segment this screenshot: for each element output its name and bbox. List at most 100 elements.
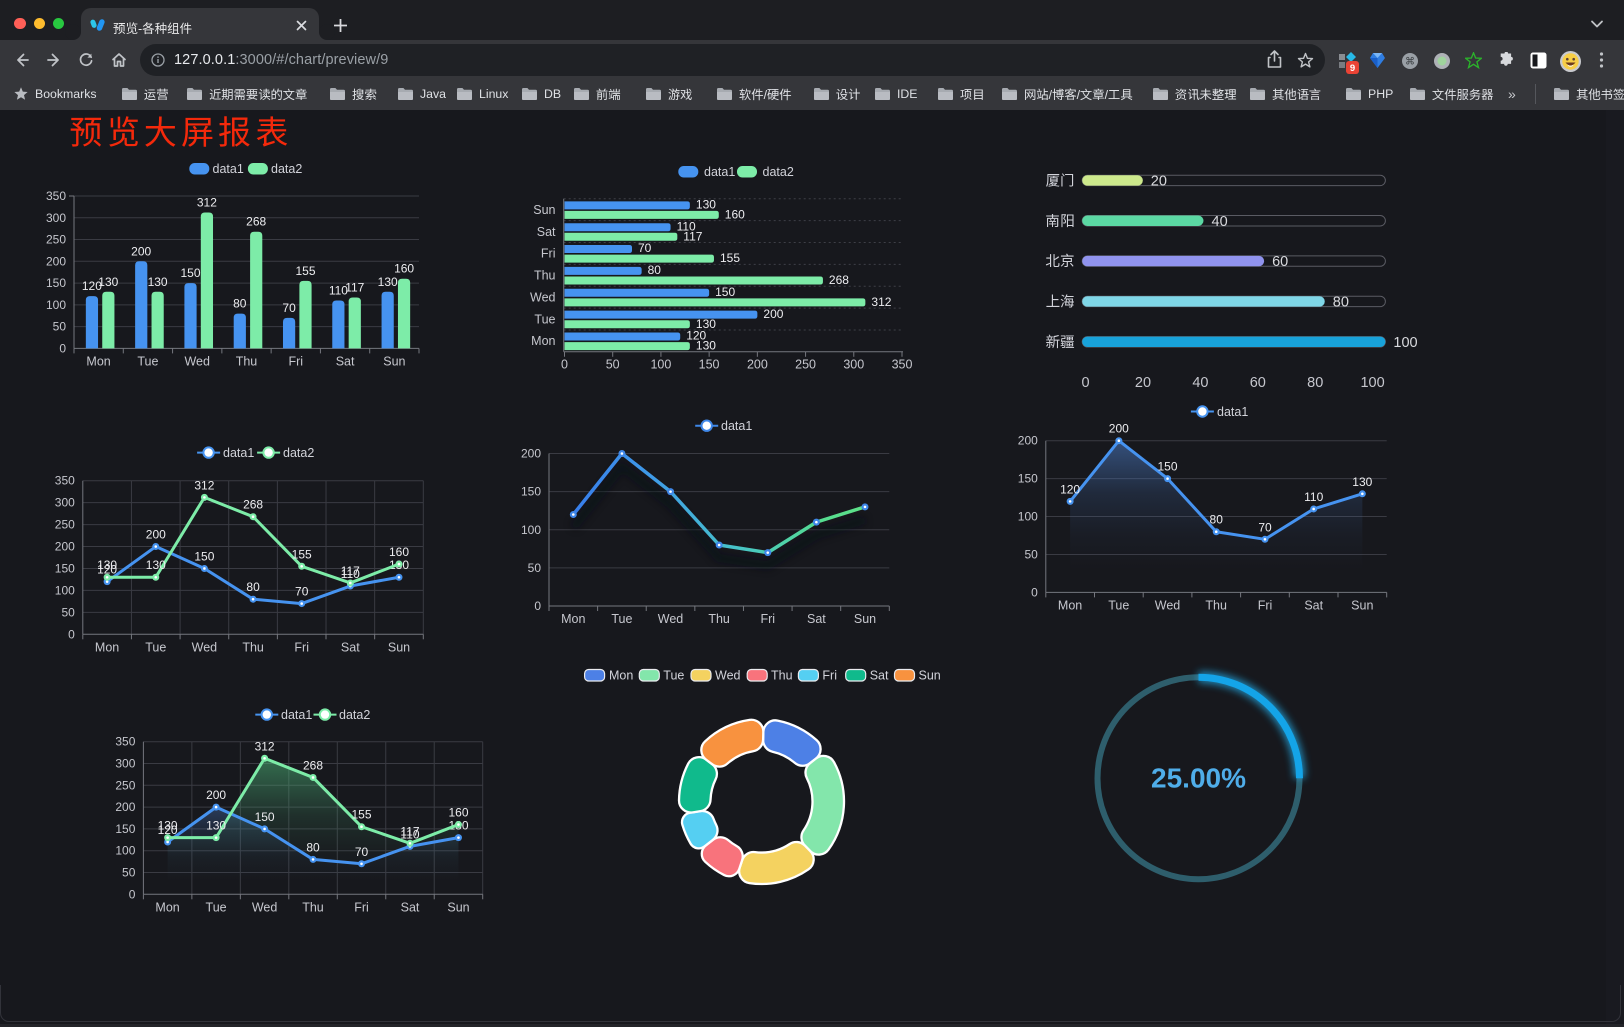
- svg-text:350: 350: [55, 474, 75, 488]
- svg-text:Sun: Sun: [533, 203, 555, 217]
- svg-text:80: 80: [1307, 375, 1323, 391]
- svg-text:Sun: Sun: [447, 900, 469, 914]
- svg-text:Thu: Thu: [302, 900, 324, 914]
- svg-text:0: 0: [1082, 375, 1090, 391]
- svg-text:250: 250: [795, 357, 816, 371]
- svg-text:Tue: Tue: [137, 354, 158, 368]
- svg-text:120: 120: [82, 279, 102, 293]
- svg-text:南阳: 南阳: [1046, 213, 1075, 230]
- svg-text:预览大屏报表: 预览大屏报表: [70, 114, 293, 151]
- svg-text:200: 200: [763, 307, 783, 321]
- svg-text:Fri: Fri: [289, 354, 304, 368]
- svg-text:0: 0: [534, 599, 541, 613]
- svg-text:Mon: Mon: [95, 640, 119, 654]
- svg-text:Tue: Tue: [611, 612, 632, 626]
- svg-text:Sat: Sat: [870, 669, 889, 683]
- svg-text:160: 160: [725, 208, 745, 222]
- svg-text:350: 350: [46, 189, 66, 203]
- svg-text:312: 312: [194, 478, 214, 492]
- svg-text:0: 0: [1031, 585, 1038, 599]
- svg-text:Fri: Fri: [541, 247, 556, 261]
- svg-text:70: 70: [1258, 520, 1272, 534]
- svg-text:110: 110: [329, 284, 348, 298]
- svg-text:50: 50: [528, 561, 542, 575]
- svg-text:Thu: Thu: [236, 354, 258, 368]
- svg-text:160: 160: [394, 262, 414, 276]
- svg-text:Sun: Sun: [854, 612, 876, 626]
- svg-text:Mon: Mon: [155, 900, 179, 914]
- svg-text:117: 117: [400, 824, 419, 838]
- svg-text:Wed: Wed: [184, 354, 210, 368]
- svg-text:Sun: Sun: [388, 640, 410, 654]
- svg-text:117: 117: [345, 281, 364, 295]
- svg-text:data2: data2: [283, 446, 314, 460]
- svg-text:Sun: Sun: [919, 669, 941, 683]
- svg-text:150: 150: [699, 357, 720, 371]
- svg-text:130: 130: [696, 339, 716, 353]
- svg-text:Thu: Thu: [771, 669, 793, 683]
- svg-text:Tue: Tue: [663, 669, 684, 683]
- svg-text:data1: data1: [1217, 405, 1248, 419]
- svg-text:data2: data2: [339, 708, 370, 722]
- svg-text:155: 155: [292, 547, 312, 561]
- svg-text:9: 9: [1350, 63, 1355, 74]
- svg-text:Wed: Wed: [1155, 598, 1181, 612]
- svg-text:Wed: Wed: [192, 640, 218, 654]
- svg-text:80: 80: [306, 840, 320, 854]
- svg-text:350: 350: [115, 735, 135, 749]
- svg-text:100: 100: [1393, 335, 1417, 351]
- svg-text:70: 70: [638, 241, 652, 255]
- svg-text:Thu: Thu: [708, 612, 730, 626]
- svg-text:100: 100: [521, 523, 541, 537]
- svg-text:150: 150: [180, 266, 200, 280]
- svg-text:300: 300: [46, 211, 66, 225]
- svg-text:0: 0: [561, 357, 568, 371]
- svg-text:100: 100: [55, 583, 75, 597]
- svg-text:130: 130: [148, 275, 168, 289]
- svg-text:Thu: Thu: [1205, 598, 1227, 612]
- svg-text:130: 130: [1352, 475, 1372, 489]
- svg-text:312: 312: [197, 196, 217, 210]
- svg-text:70: 70: [355, 845, 369, 859]
- svg-text:110: 110: [677, 219, 696, 233]
- svg-text:80: 80: [246, 580, 260, 594]
- svg-text:40: 40: [1192, 375, 1208, 391]
- svg-text:120: 120: [686, 329, 706, 343]
- svg-text:150: 150: [1018, 472, 1038, 486]
- svg-text:268: 268: [243, 498, 263, 512]
- svg-text:Sun: Sun: [383, 354, 405, 368]
- svg-text:上海: 上海: [1046, 294, 1075, 311]
- svg-text:70: 70: [282, 301, 296, 315]
- svg-text:新疆: 新疆: [1046, 334, 1075, 351]
- svg-text:150: 150: [1157, 460, 1177, 474]
- svg-text:50: 50: [1024, 548, 1038, 562]
- svg-text:130: 130: [97, 558, 117, 572]
- svg-text:0: 0: [59, 341, 66, 355]
- svg-text:data1: data1: [223, 446, 254, 460]
- svg-text:80: 80: [233, 297, 247, 311]
- svg-text:data2: data2: [763, 165, 794, 179]
- svg-text:250: 250: [46, 233, 66, 247]
- svg-text:200: 200: [206, 788, 226, 802]
- svg-text:100: 100: [1360, 375, 1384, 391]
- svg-text:200: 200: [747, 357, 768, 371]
- svg-text:data2: data2: [271, 162, 302, 176]
- svg-text:50: 50: [606, 357, 620, 371]
- svg-text:Thu: Thu: [534, 269, 556, 283]
- svg-text:0: 0: [68, 627, 75, 641]
- svg-text:⌘: ⌘: [1405, 57, 1415, 68]
- svg-text:200: 200: [521, 447, 541, 461]
- svg-text:60: 60: [1272, 254, 1288, 270]
- svg-text:data1: data1: [213, 162, 244, 176]
- svg-text:Sat: Sat: [336, 354, 355, 368]
- svg-text:120: 120: [158, 823, 178, 837]
- svg-text:Tue: Tue: [145, 640, 166, 654]
- svg-text:200: 200: [46, 254, 66, 268]
- svg-text:312: 312: [871, 295, 891, 309]
- svg-text:70: 70: [295, 585, 309, 599]
- svg-text:130: 130: [98, 275, 118, 289]
- svg-text:Thu: Thu: [242, 640, 264, 654]
- svg-text:100: 100: [46, 298, 66, 312]
- svg-text:100: 100: [650, 357, 671, 371]
- svg-text:117: 117: [683, 229, 702, 243]
